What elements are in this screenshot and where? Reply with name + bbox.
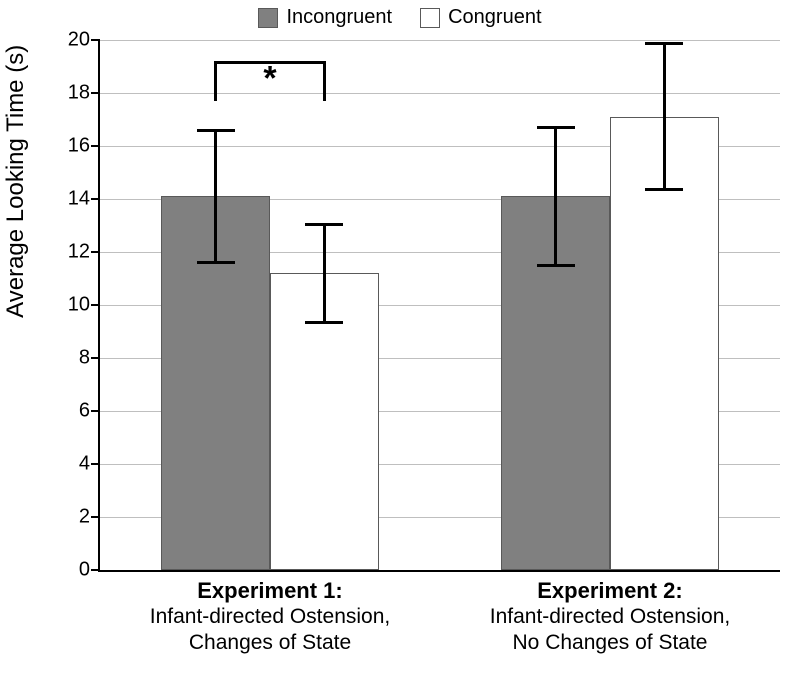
errorbar <box>663 44 666 190</box>
significance-bracket-arm <box>214 61 217 101</box>
errorbar-cap <box>197 129 235 132</box>
legend-swatch-congruent <box>420 8 440 28</box>
errorbar-cap <box>197 261 235 264</box>
legend: Incongruent Congruent <box>0 6 800 29</box>
x-group-title: Experiment 2: <box>440 578 780 604</box>
x-group-subtitle: Changes of State <box>100 630 440 656</box>
errorbar-cap <box>537 264 575 267</box>
errorbar-cap <box>537 126 575 129</box>
errorbar-cap <box>305 223 343 226</box>
significance-bracket-arm <box>323 61 326 101</box>
x-group-subtitle: Infant-directed Ostension, <box>100 604 440 630</box>
errorbar-cap <box>645 188 683 191</box>
y-axis <box>98 40 100 570</box>
errorbar <box>214 130 217 263</box>
errorbar <box>554 127 557 265</box>
gridline <box>100 40 780 41</box>
x-group-subtitle: Infant-directed Ostension, <box>440 604 780 630</box>
legend-label: Congruent <box>448 6 541 29</box>
significance-star-icon: * <box>263 60 276 99</box>
x-axis <box>98 570 780 572</box>
gridline <box>100 93 780 94</box>
errorbar-cap <box>645 42 683 45</box>
x-group-label: Experiment 1:Infant-directed Ostension,C… <box>100 578 440 657</box>
legend-swatch-incongruent <box>258 8 278 28</box>
x-group-title: Experiment 1: <box>100 578 440 604</box>
errorbar <box>323 224 326 322</box>
legend-item-congruent: Congruent <box>420 6 541 29</box>
errorbar-cap <box>305 321 343 324</box>
x-group-label: Experiment 2:Infant-directed Ostension,N… <box>440 578 780 657</box>
x-group-subtitle: No Changes of State <box>440 630 780 656</box>
plot-area: 02468101214161820Experiment 1:Infant-dir… <box>100 40 780 570</box>
legend-item-incongruent: Incongruent <box>258 6 392 29</box>
legend-label: Incongruent <box>286 6 392 29</box>
chart-container: Incongruent Congruent Average Looking Ti… <box>0 0 800 675</box>
y-axis-label: Average Looking Time (s) <box>2 44 30 317</box>
